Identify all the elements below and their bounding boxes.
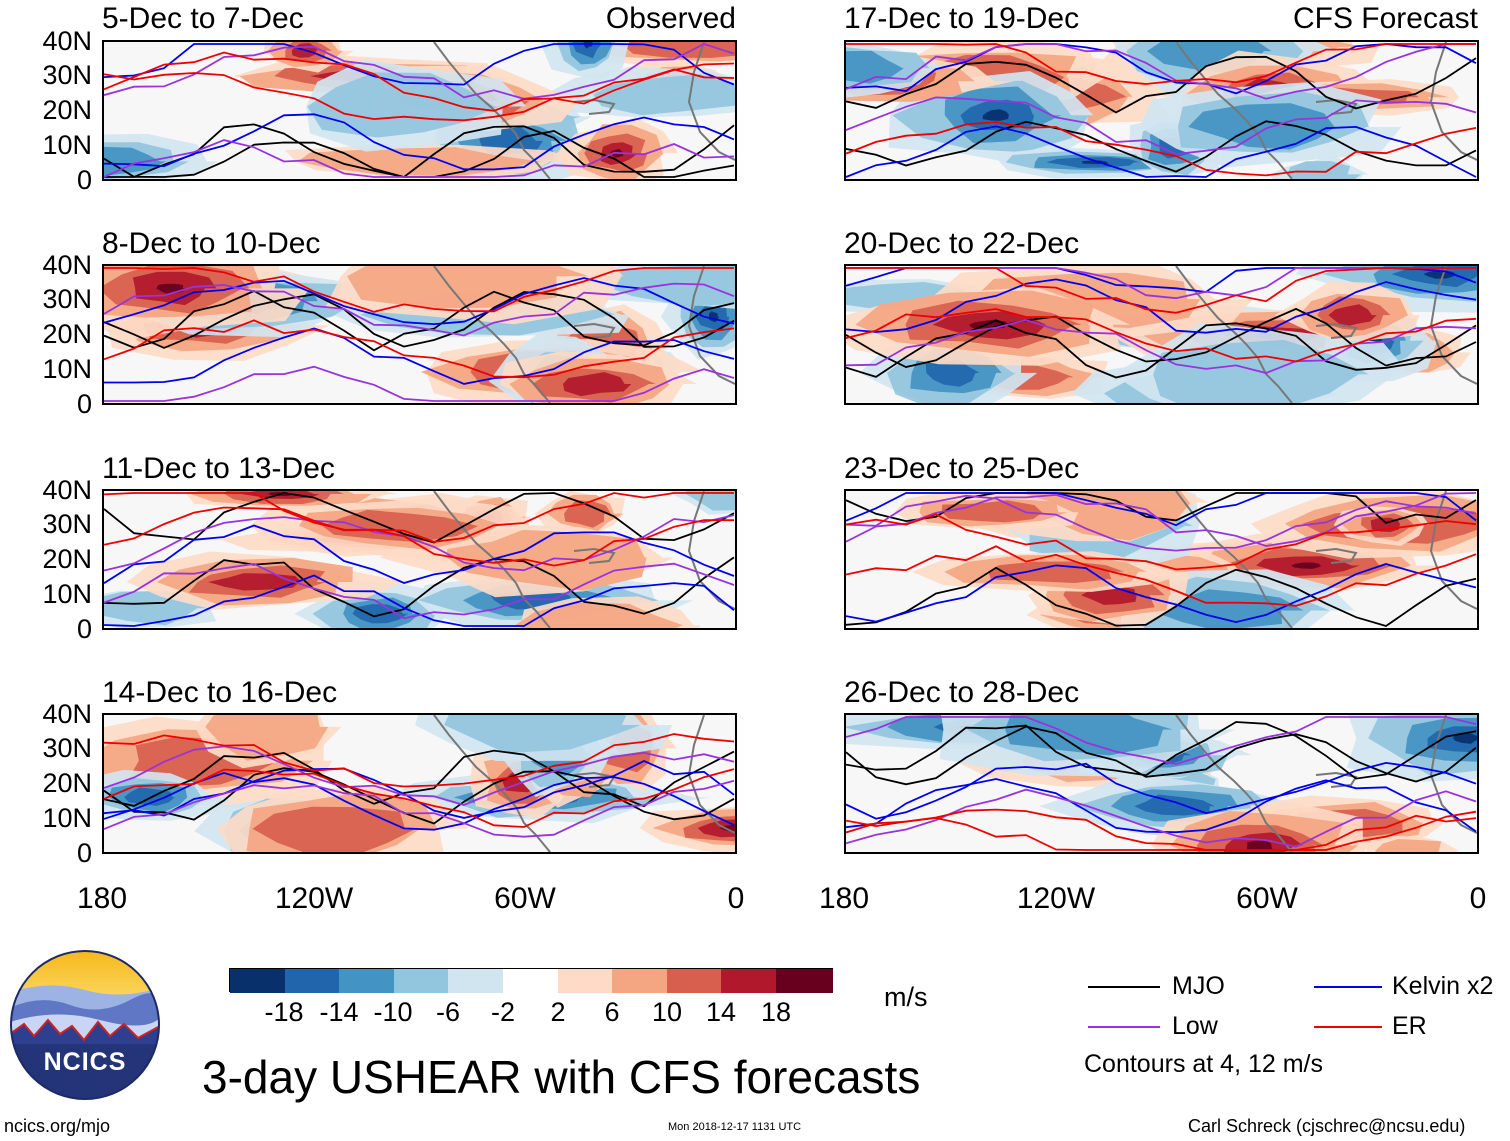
lat-label-20n: 20N	[42, 768, 92, 798]
panel-title-7: 23-Dec to 25-Dec	[844, 452, 1080, 485]
product-title: 3-day USHEAR with CFS forecasts	[202, 1051, 921, 1103]
colorbar-swatch-9	[667, 969, 722, 993]
cfs-forecast-tag: CFS Forecast	[1292, 2, 1478, 35]
shear-field-1	[104, 42, 735, 179]
lat-label-0: 0	[76, 614, 92, 644]
lon-label-120w: 120W	[1016, 882, 1096, 915]
lat-label-40n: 40N	[42, 699, 92, 729]
colorbar-label: 18	[760, 997, 792, 1027]
contour-note: Contours at 4, 12 m/s	[1084, 1050, 1324, 1078]
lat-label-10n: 10N	[42, 803, 92, 833]
map-panel-6	[844, 264, 1479, 405]
lat-label-0: 0	[76, 838, 92, 868]
map-panel-1	[102, 40, 737, 181]
lat-label-30n: 30N	[42, 60, 92, 90]
lat-label-10n: 10N	[42, 354, 92, 384]
colorbar-label: -14	[319, 997, 359, 1027]
colorbar-label: -18	[264, 997, 304, 1027]
lat-label-40n: 40N	[42, 26, 92, 56]
colorbar-label: -10	[373, 997, 413, 1027]
lat-label-10n: 10N	[42, 130, 92, 160]
logo-text: NCICS	[43, 1048, 127, 1076]
map-panel-2	[102, 264, 737, 405]
colorbar-swatch-10	[721, 969, 777, 993]
panel-title-3: 11-Dec to 13-Dec	[102, 452, 335, 485]
ncics-logo: NCICS	[10, 950, 160, 1100]
lon-label-120w: 120W	[274, 882, 354, 915]
shear-field-7	[846, 491, 1477, 628]
shear-field-4	[104, 715, 735, 852]
lon-label-60w: 60W	[1236, 882, 1298, 915]
footer-timestamp: Mon 2018-12-17 1131 UTC	[668, 1121, 802, 1133]
panel-title-4: 14-Dec to 16-Dec	[102, 676, 338, 709]
shear-field-2	[104, 266, 735, 403]
map-panel-3	[102, 489, 737, 630]
colorbar-label: 6	[604, 997, 620, 1027]
colorbar	[229, 968, 833, 993]
legend-label-mjo: MJO	[1172, 972, 1225, 1000]
panel-title-8: 26-Dec to 28-Dec	[844, 676, 1080, 709]
colorbar-swatch-8	[612, 969, 668, 993]
lon-label-0: 0	[1469, 882, 1487, 915]
map-panel-7	[844, 489, 1479, 630]
lat-label-20n: 20N	[42, 95, 92, 125]
colorbar-swatch-5	[448, 969, 504, 993]
colorbar-label: -2	[490, 997, 515, 1027]
lat-label-20n: 20N	[42, 319, 92, 349]
colorbar-swatch-11	[776, 969, 833, 993]
shear-field-6	[846, 266, 1477, 403]
legend-line-er	[1314, 1026, 1382, 1028]
observed-tag: Observed	[605, 2, 736, 35]
map-panel-4	[102, 713, 737, 854]
lat-label-30n: 30N	[42, 509, 92, 539]
colorbar-label: -6	[435, 997, 460, 1027]
panel-title-2: 8-Dec to 10-Dec	[102, 227, 321, 260]
colorbar-swatch-7	[558, 969, 613, 993]
legend-label-er: ER	[1392, 1012, 1427, 1040]
colorbar-swatch-4	[394, 969, 449, 993]
colorbar-swatch-6	[503, 969, 559, 993]
footer-credit: Carl Schreck (cjschrec@ncsu.edu)	[1188, 1116, 1466, 1136]
colorbar-swatch-3	[339, 969, 395, 993]
legend-label-kelvin: Kelvin x2	[1392, 972, 1494, 1000]
colorbar-swatch-1	[230, 969, 286, 993]
panel-title-5: 17-Dec to 19-Dec	[844, 2, 1080, 35]
map-panel-8	[844, 713, 1479, 854]
lon-label-0: 0	[727, 882, 745, 915]
colorbar-label: 2	[550, 997, 566, 1027]
colorbar-label: 10	[651, 997, 683, 1027]
lat-label-0: 0	[76, 389, 92, 419]
lat-label-10n: 10N	[42, 579, 92, 609]
lon-label-60w: 60W	[494, 882, 556, 915]
lat-label-20n: 20N	[42, 544, 92, 574]
shear-field-8	[846, 715, 1477, 852]
lat-label-0: 0	[76, 165, 92, 195]
legend-label-low: Low	[1172, 1012, 1218, 1040]
colorbar-label: 14	[705, 997, 737, 1027]
legend-line-kelvin	[1314, 986, 1382, 988]
map-panel-5	[844, 40, 1479, 181]
lat-label-40n: 40N	[42, 250, 92, 280]
footer-url[interactable]: ncics.org/mjo	[4, 1116, 111, 1136]
legend-line-low	[1088, 1026, 1160, 1028]
panel-title-1: 5-Dec to 7-Dec	[102, 2, 304, 35]
panel-title-6: 20-Dec to 22-Dec	[844, 227, 1080, 260]
legend-line-mjo	[1088, 986, 1160, 988]
lon-label-180: 180	[76, 882, 128, 915]
shear-field-5	[846, 42, 1477, 179]
lat-label-30n: 30N	[42, 284, 92, 314]
shear-field-3	[104, 491, 735, 628]
colorbar-units: m/s	[884, 982, 928, 1012]
lon-label-180: 180	[818, 882, 870, 915]
lat-label-40n: 40N	[42, 475, 92, 505]
colorbar-swatch-2	[285, 969, 340, 993]
lat-label-30n: 30N	[42, 733, 92, 763]
